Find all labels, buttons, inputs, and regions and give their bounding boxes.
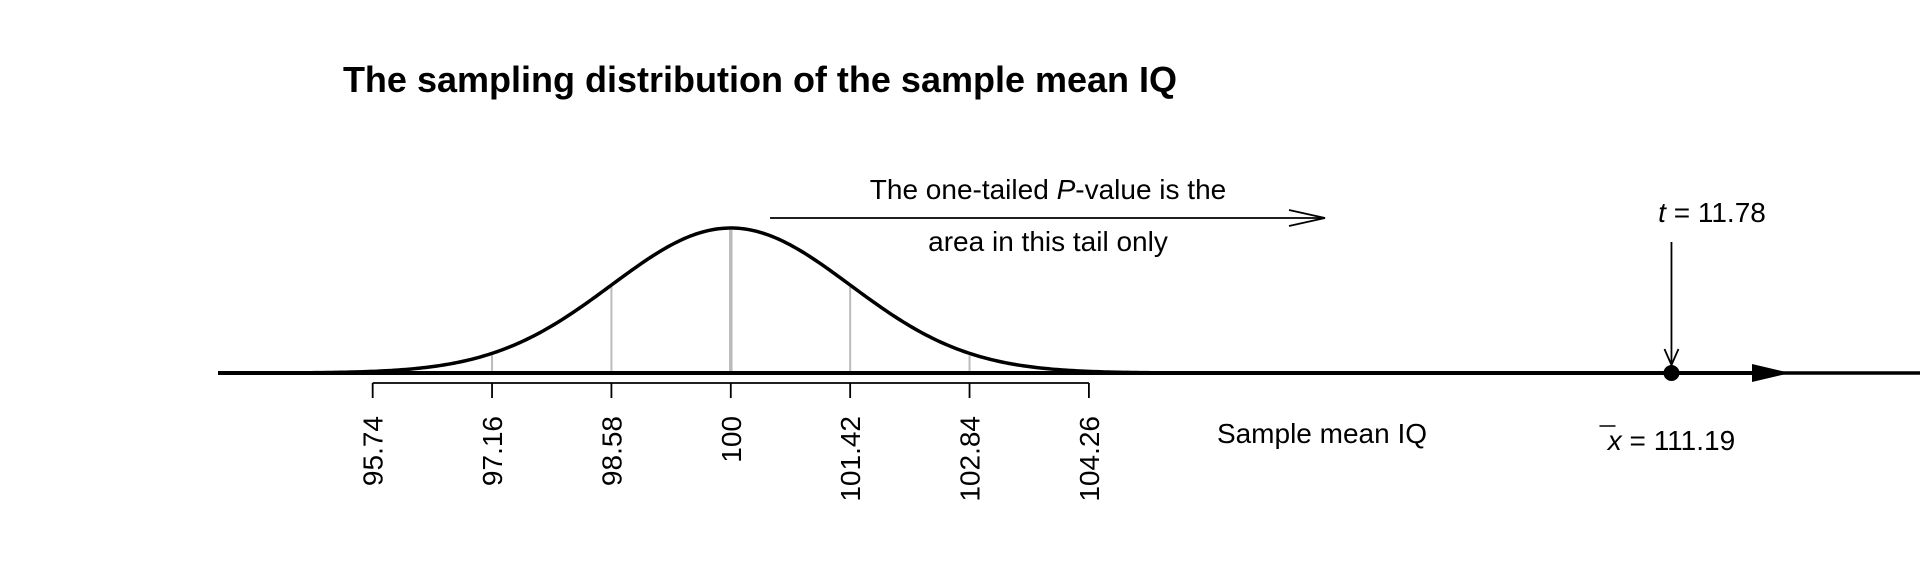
x-tick-label: 95.74	[358, 416, 389, 486]
x-tick-label: 98.58	[596, 416, 627, 486]
x-tick-label: 97.16	[477, 416, 508, 486]
sample-mean-point	[1663, 365, 1680, 381]
t-statistic-label: t = 11.78	[1658, 197, 1766, 228]
tick-axis: 95.74 97.16 98.58 100 101.42 102.84 104.26	[358, 382, 1105, 502]
sd-divider-lines	[371, 230, 1090, 374]
axis-arrowhead	[1752, 364, 1790, 382]
x-tick-label: 100	[716, 416, 747, 463]
x-tick-label: 102.84	[955, 416, 986, 502]
t-statistic-arrowhead	[1663, 348, 1680, 368]
x-axis-label: Sample mean IQ	[1217, 418, 1427, 449]
chart-title: The sampling distribution of the sample …	[343, 59, 1177, 100]
x-tick-label: 104.26	[1074, 416, 1105, 502]
x-tick-label: 101.42	[835, 416, 866, 502]
sample-mean-label: x = 111.19	[1606, 425, 1735, 456]
annotation-line-2: area in this tail only	[928, 226, 1168, 257]
annotation-line-1: The one-tailed P-value is the	[870, 174, 1226, 205]
